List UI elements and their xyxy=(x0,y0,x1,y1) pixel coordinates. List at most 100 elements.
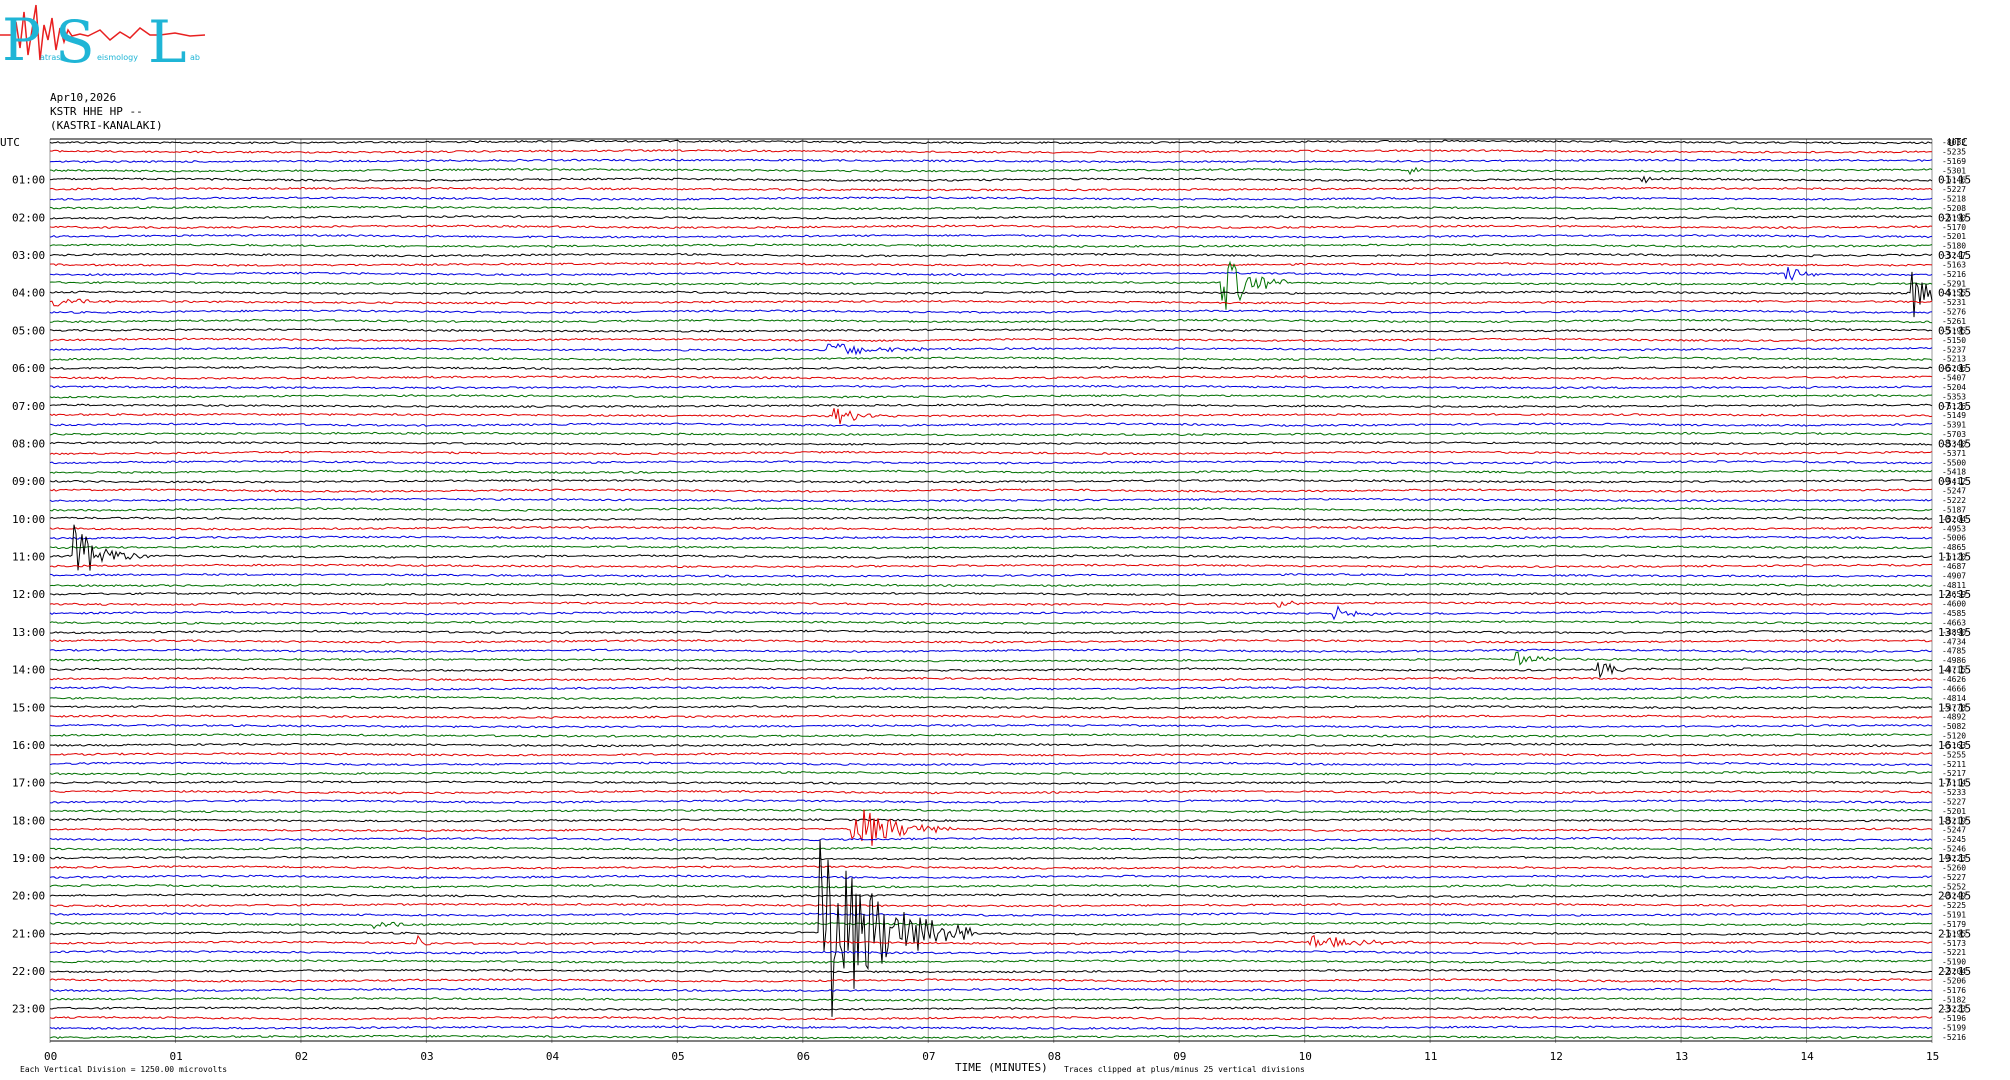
left-hour-label: 06:00 xyxy=(12,362,45,375)
trace-offset-label: -5218 xyxy=(1942,195,1966,204)
minute-tick-label: 00 xyxy=(44,1050,57,1063)
seismic-trace xyxy=(49,1006,1933,1011)
left-hour-label: 13:00 xyxy=(12,626,45,639)
seismic-traces xyxy=(49,139,1933,1040)
seismic-trace xyxy=(49,855,1933,861)
seismic-trace xyxy=(49,196,1933,201)
trace-offset-label: -5195 xyxy=(1942,326,1966,335)
seismic-trace xyxy=(49,761,1933,767)
seismic-trace xyxy=(49,365,1933,371)
right-hour-label: 13:15 xyxy=(1938,626,1971,639)
right-hour-label: 16:15 xyxy=(1938,739,1971,752)
left-hour-label: 03:00 xyxy=(12,249,45,262)
right-hour-label: 12:15 xyxy=(1938,588,1971,601)
right-hour-label: 19:15 xyxy=(1938,852,1971,865)
trace-offset-label: -5179 xyxy=(1942,920,1966,929)
trace-offset-label: -5155 xyxy=(1942,289,1966,298)
seismic-trace xyxy=(49,524,1933,571)
minute-gridlines xyxy=(49,139,1933,1043)
left-hour-label: 17:00 xyxy=(12,777,45,790)
trace-offset-label: -5180 xyxy=(1942,242,1966,251)
seismic-trace xyxy=(49,497,1933,503)
trace-offset-label: -5150 xyxy=(1942,336,1966,345)
minute-tick-label: 11 xyxy=(1424,1050,1437,1063)
trace-offset-label: -5211 xyxy=(1942,760,1966,769)
trace-offset-label: -5216 xyxy=(1942,270,1966,279)
minute-tick-label: 09 xyxy=(1173,1050,1186,1063)
trace-offset-label: -5231 xyxy=(1942,298,1966,307)
logo-seismogram-line xyxy=(0,4,206,61)
trace-offset-label: -5233 xyxy=(1942,788,1966,797)
trace-offset-label: -5120 xyxy=(1942,732,1966,741)
seismic-trace xyxy=(49,582,1933,588)
logo-word-seismology: eismology xyxy=(97,53,138,62)
seismic-trace xyxy=(49,271,1933,318)
trace-offset-label: -5126 xyxy=(1942,402,1966,411)
trace-offset-label: -5206 xyxy=(1942,976,1966,985)
trace-offset-label: -5169 xyxy=(1942,157,1966,166)
right-hour-label: 10:15 xyxy=(1938,513,1971,526)
left-hour-label: 19:00 xyxy=(12,852,45,865)
seismic-trace xyxy=(49,808,1933,814)
seismic-trace xyxy=(49,266,1933,282)
trace-offset-label: -5204 xyxy=(1942,515,1966,524)
trace-offset-label: -5217 xyxy=(1942,769,1966,778)
right-hour-label: 03:15 xyxy=(1938,249,1971,262)
seismic-trace xyxy=(49,978,1933,983)
trace-offset-label: -5195 xyxy=(1942,929,1966,938)
trace-offset-label: -5120 xyxy=(1942,553,1966,562)
seismic-trace xyxy=(49,375,1933,380)
seismic-trace xyxy=(49,893,1933,898)
seismic-trace xyxy=(49,809,1933,846)
psl-logo: P S L atras eismology ab xyxy=(0,4,206,70)
trace-offset-label: -5353 xyxy=(1942,392,1966,401)
seismic-trace xyxy=(49,408,1933,425)
left-hour-label: 01:00 xyxy=(12,174,45,187)
seismic-trace xyxy=(49,356,1933,361)
seismic-trace xyxy=(49,695,1932,701)
trace-offset-label: -5412 xyxy=(1942,477,1966,486)
seismic-trace xyxy=(49,544,1933,550)
seismic-trace xyxy=(49,262,1933,267)
trace-offset-label: -5223 xyxy=(1942,854,1966,863)
seismic-trace xyxy=(49,987,1933,993)
trace-offset-label: -4953 xyxy=(1942,524,1966,533)
trace-offset-label: -5301 xyxy=(1942,166,1966,175)
seismic-trace xyxy=(49,215,1933,220)
trace-offset-label: -5190 xyxy=(1942,958,1966,967)
seismic-trace xyxy=(49,723,1933,729)
left-hour-label: 16:00 xyxy=(12,739,45,752)
header-station: KSTR HHE HP -- xyxy=(50,105,143,118)
left-hour-label: 02:00 xyxy=(12,211,45,224)
seismic-trace xyxy=(49,839,1933,1017)
seismic-trace xyxy=(50,799,1933,804)
trace-offset-label: -5190 xyxy=(1942,213,1966,222)
left-hour-label: 05:00 xyxy=(12,324,45,337)
left-hour-label: 15:00 xyxy=(12,701,45,714)
trace-offset-label: -5082 xyxy=(1942,722,1966,731)
seismic-trace xyxy=(50,337,1932,343)
trace-offset-label: -5163 xyxy=(1942,741,1966,750)
seismic-trace xyxy=(49,224,1933,230)
seismic-trace xyxy=(49,563,1932,569)
left-hour-label: 14:00 xyxy=(12,664,45,677)
seismic-trace xyxy=(49,158,1933,164)
trace-offset-label: -5206 xyxy=(1942,364,1966,373)
seismic-trace xyxy=(49,662,1933,679)
seismic-trace xyxy=(49,431,1933,437)
right-hour-label: 02:15 xyxy=(1938,211,1971,224)
left-hour-label: 07:00 xyxy=(12,400,45,413)
trace-offset-label: -5227 xyxy=(1942,873,1966,882)
trace-offset-label: -5227 xyxy=(1942,185,1966,194)
left-hour-label: 18:00 xyxy=(12,814,45,827)
trace-offset-label: -5703 xyxy=(1942,430,1966,439)
logo-letter-l: L xyxy=(148,8,187,70)
trace-offset-label: -4666 xyxy=(1942,684,1966,693)
trace-offset-label: -5170 xyxy=(1942,223,1966,232)
trace-offset-label: -4687 xyxy=(1942,562,1966,571)
trace-offset-label: -4814 xyxy=(1942,694,1966,703)
seismic-trace xyxy=(49,260,1933,310)
trace-offset-label: -5201 xyxy=(1942,232,1966,241)
right-utc-title: UTC xyxy=(1948,136,1968,149)
seismic-trace xyxy=(49,1015,1933,1021)
